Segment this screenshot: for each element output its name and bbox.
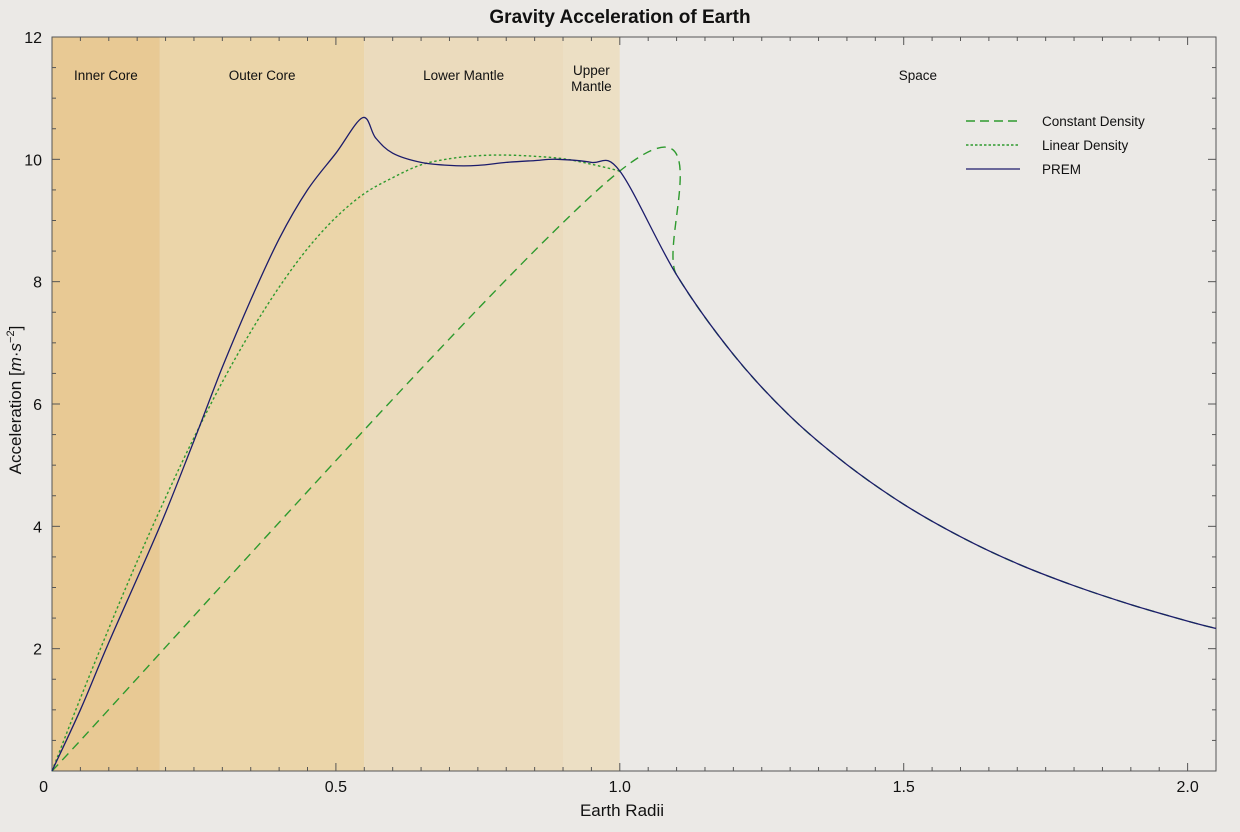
region-label-2: Lower Mantle	[423, 68, 504, 83]
region-label-line: Upper	[573, 63, 610, 78]
region-band-4	[619, 37, 1216, 771]
series-lines	[51, 116, 1217, 772]
x-axis-title: Earth Radii	[580, 801, 664, 820]
x-tick-label: 0.5	[325, 779, 347, 796]
region-label-3: Upper Mantle	[571, 63, 612, 94]
y-tick-label: 6	[33, 397, 42, 414]
y-axis-unit-dot: ·	[6, 351, 25, 357]
region-label-1: Outer Core	[229, 68, 296, 83]
region-labels: Inner Core Outer Core Lower Mantle Upper Man…	[74, 63, 937, 94]
x-tick-label: 0	[39, 779, 48, 796]
y-axis-unit-exp: −2	[5, 330, 17, 343]
region-band-0	[52, 37, 160, 771]
legend: Constant Density Linear Density PREM	[966, 114, 1145, 177]
y-axis-unit-open: [	[6, 371, 25, 376]
chart-title: Gravity Acceleration of Earth	[489, 7, 750, 28]
region-label-line: Mantle	[571, 79, 612, 94]
y-axis-title: Acceleration [m·s−2]	[5, 326, 25, 475]
region-band-1	[159, 37, 365, 771]
x-tick-label: 1.5	[893, 779, 915, 796]
legend-label: Constant Density	[1042, 114, 1145, 129]
region-label-4: Space	[899, 68, 937, 83]
region-band-2	[364, 37, 564, 771]
y-tick-label: 10	[24, 152, 42, 169]
y-tick-label: 2	[33, 642, 42, 659]
legend-label: PREM	[1042, 162, 1081, 177]
axis-ticks: 0 0.5 1.0 1.5 2.0 2 4 6 8 10 12	[24, 30, 1216, 796]
y-axis-unit-m: m	[6, 357, 25, 371]
region-label-line: Outer Core	[229, 68, 296, 83]
y-axis-title-base: Acceleration	[6, 381, 25, 475]
x-tick-label: 1.0	[609, 779, 631, 796]
y-tick-label: 12	[24, 30, 42, 47]
y-tick-label: 8	[33, 275, 42, 292]
series-line-prem	[51, 116, 1217, 772]
x-tick-label: 2.0	[1176, 779, 1198, 796]
region-label-0: Inner Core	[74, 68, 138, 83]
region-label-line: Inner Core	[74, 68, 138, 83]
y-tick-label: 4	[33, 519, 42, 536]
region-label-line: Lower Mantle	[423, 68, 504, 83]
region-label-line: Space	[899, 68, 937, 83]
y-axis-unit-close: ]	[6, 326, 25, 331]
y-axis-unit-s: s	[6, 342, 25, 351]
region-band-3	[563, 37, 620, 771]
legend-label: Linear Density	[1042, 138, 1129, 153]
